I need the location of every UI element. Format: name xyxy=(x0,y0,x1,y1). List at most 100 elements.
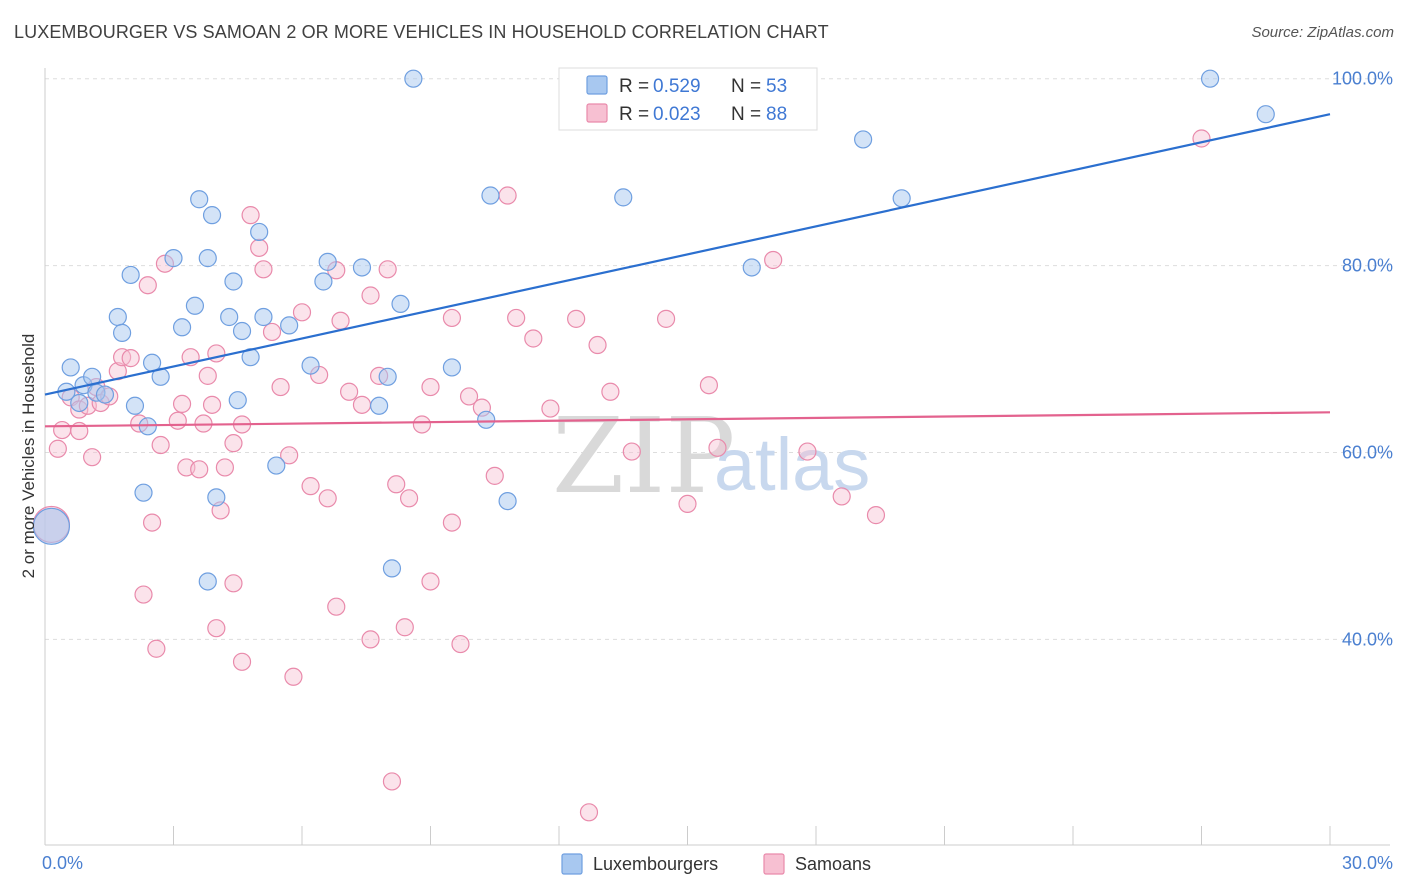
luxembourgers-point xyxy=(61,358,80,377)
samoans-point xyxy=(442,513,462,532)
trend-lines xyxy=(44,113,1331,428)
legend-n-label: N = xyxy=(731,76,761,97)
luxembourgers-point xyxy=(121,265,140,285)
samoans-point xyxy=(498,186,517,205)
samoans-point xyxy=(798,442,817,461)
samoans-point xyxy=(352,395,372,414)
luxembourgers-point xyxy=(318,252,337,271)
samoans-point xyxy=(507,308,526,328)
samoans-point xyxy=(271,377,290,397)
samoans-point xyxy=(318,489,337,508)
samoans-point xyxy=(524,329,543,348)
samoans-point xyxy=(48,439,67,458)
luxembourgers-point xyxy=(1200,69,1220,88)
luxembourgers-point xyxy=(391,294,410,314)
samoans-point xyxy=(412,415,432,434)
legend-n-value: 53 xyxy=(766,76,787,97)
luxembourgers-point xyxy=(378,367,397,386)
luxembourgers-point xyxy=(892,189,911,208)
luxembourgers-point xyxy=(404,69,423,88)
samoans-point xyxy=(284,667,303,686)
bottom-legend-swatch-samoans xyxy=(763,853,785,875)
samoans-point xyxy=(254,260,273,279)
legend-r-value: 0.023 xyxy=(653,104,701,125)
y-tick-label: 40.0% xyxy=(1342,629,1393,649)
luxembourgers-point xyxy=(108,307,127,327)
samoans-point xyxy=(207,619,226,638)
luxembourgers-point xyxy=(370,396,389,415)
samoans-point xyxy=(121,349,140,368)
samoans-point xyxy=(708,438,727,457)
samoans-point xyxy=(250,238,269,257)
luxembourgers-point xyxy=(32,507,71,545)
samoans-point xyxy=(442,308,462,328)
legend-swatch-luxembourgers xyxy=(586,75,608,95)
luxembourgers-point xyxy=(198,249,217,268)
luxembourgers-point xyxy=(267,456,286,475)
x-tick-label: 0.0% xyxy=(42,853,83,873)
samoans-point xyxy=(138,276,157,295)
luxembourgers-point xyxy=(742,258,761,277)
legend-r-label: R = xyxy=(619,104,649,125)
bottom-legend-samoans: Samoans xyxy=(795,854,871,874)
samoans-point xyxy=(588,335,607,355)
samoans-point xyxy=(387,475,406,494)
samoans-point xyxy=(832,487,851,506)
samoans-point xyxy=(866,506,886,525)
samoans-point xyxy=(241,206,260,225)
samoans-point xyxy=(451,634,470,654)
luxembourgers-point xyxy=(352,258,372,277)
samoans-point xyxy=(601,382,620,401)
luxembourgers-point xyxy=(614,188,633,207)
luxembourgers-point xyxy=(70,393,89,413)
luxembourgers-point xyxy=(250,222,269,242)
luxembourgers-point xyxy=(125,396,145,415)
samoans-point xyxy=(202,395,222,414)
samoans-point xyxy=(83,448,102,467)
samoans-point xyxy=(134,585,153,604)
luxembourgers-point xyxy=(442,358,462,377)
samoans-point xyxy=(622,442,641,461)
luxembourgers-point xyxy=(854,130,873,149)
luxembourgers-point xyxy=(301,356,320,375)
luxembourgers-point xyxy=(314,272,333,291)
samoans-point xyxy=(340,382,359,401)
samoans-point xyxy=(567,309,586,328)
samoans-point xyxy=(292,303,312,322)
luxembourgers-point xyxy=(190,190,209,209)
samoans-point xyxy=(361,630,380,649)
legend-r-label: R = xyxy=(619,76,649,97)
bottom-legend-luxembourgers: Luxembourgers xyxy=(593,854,718,874)
luxembourgers-point xyxy=(477,410,496,429)
luxembourgers-point xyxy=(172,318,192,337)
samoans-point xyxy=(421,377,440,397)
y-axis-label: 2 or more Vehicles in Household xyxy=(19,334,38,579)
luxembourgers-trend-line xyxy=(44,113,1331,396)
samoans-point xyxy=(280,446,299,465)
samoans-point xyxy=(262,322,282,342)
samoans-point xyxy=(656,309,676,328)
legend-swatch-samoans xyxy=(586,103,608,123)
samoans-point xyxy=(198,366,217,385)
samoans-point xyxy=(421,572,440,591)
luxembourgers-point xyxy=(232,321,252,341)
samoans-point xyxy=(224,434,243,453)
samoans-point xyxy=(395,618,414,637)
x-tick-label: 30.0% xyxy=(1342,853,1393,873)
luxembourgers-point xyxy=(280,316,299,335)
bottom-legend-swatch-luxembourgers xyxy=(561,853,583,875)
luxembourgers-point xyxy=(254,307,273,327)
legend-n-value: 88 xyxy=(766,104,787,125)
luxembourgers-point xyxy=(1256,105,1275,124)
luxembourgers-point xyxy=(224,272,243,291)
luxembourgers-point xyxy=(164,249,183,268)
y-tick-labels: 40.0% 60.0% 80.0% 100.0% xyxy=(1332,69,1393,650)
stats-legend: R = 0.529 N = 53 R = 0.023 N = 88 xyxy=(558,67,818,131)
samoans-point xyxy=(151,435,170,455)
samoans-point xyxy=(361,286,380,305)
samoans-point xyxy=(764,250,783,270)
samoans-point xyxy=(378,260,397,279)
luxembourgers-point xyxy=(198,572,217,591)
luxembourgers-points xyxy=(32,69,1275,591)
legend-r-value: 0.529 xyxy=(653,76,701,97)
